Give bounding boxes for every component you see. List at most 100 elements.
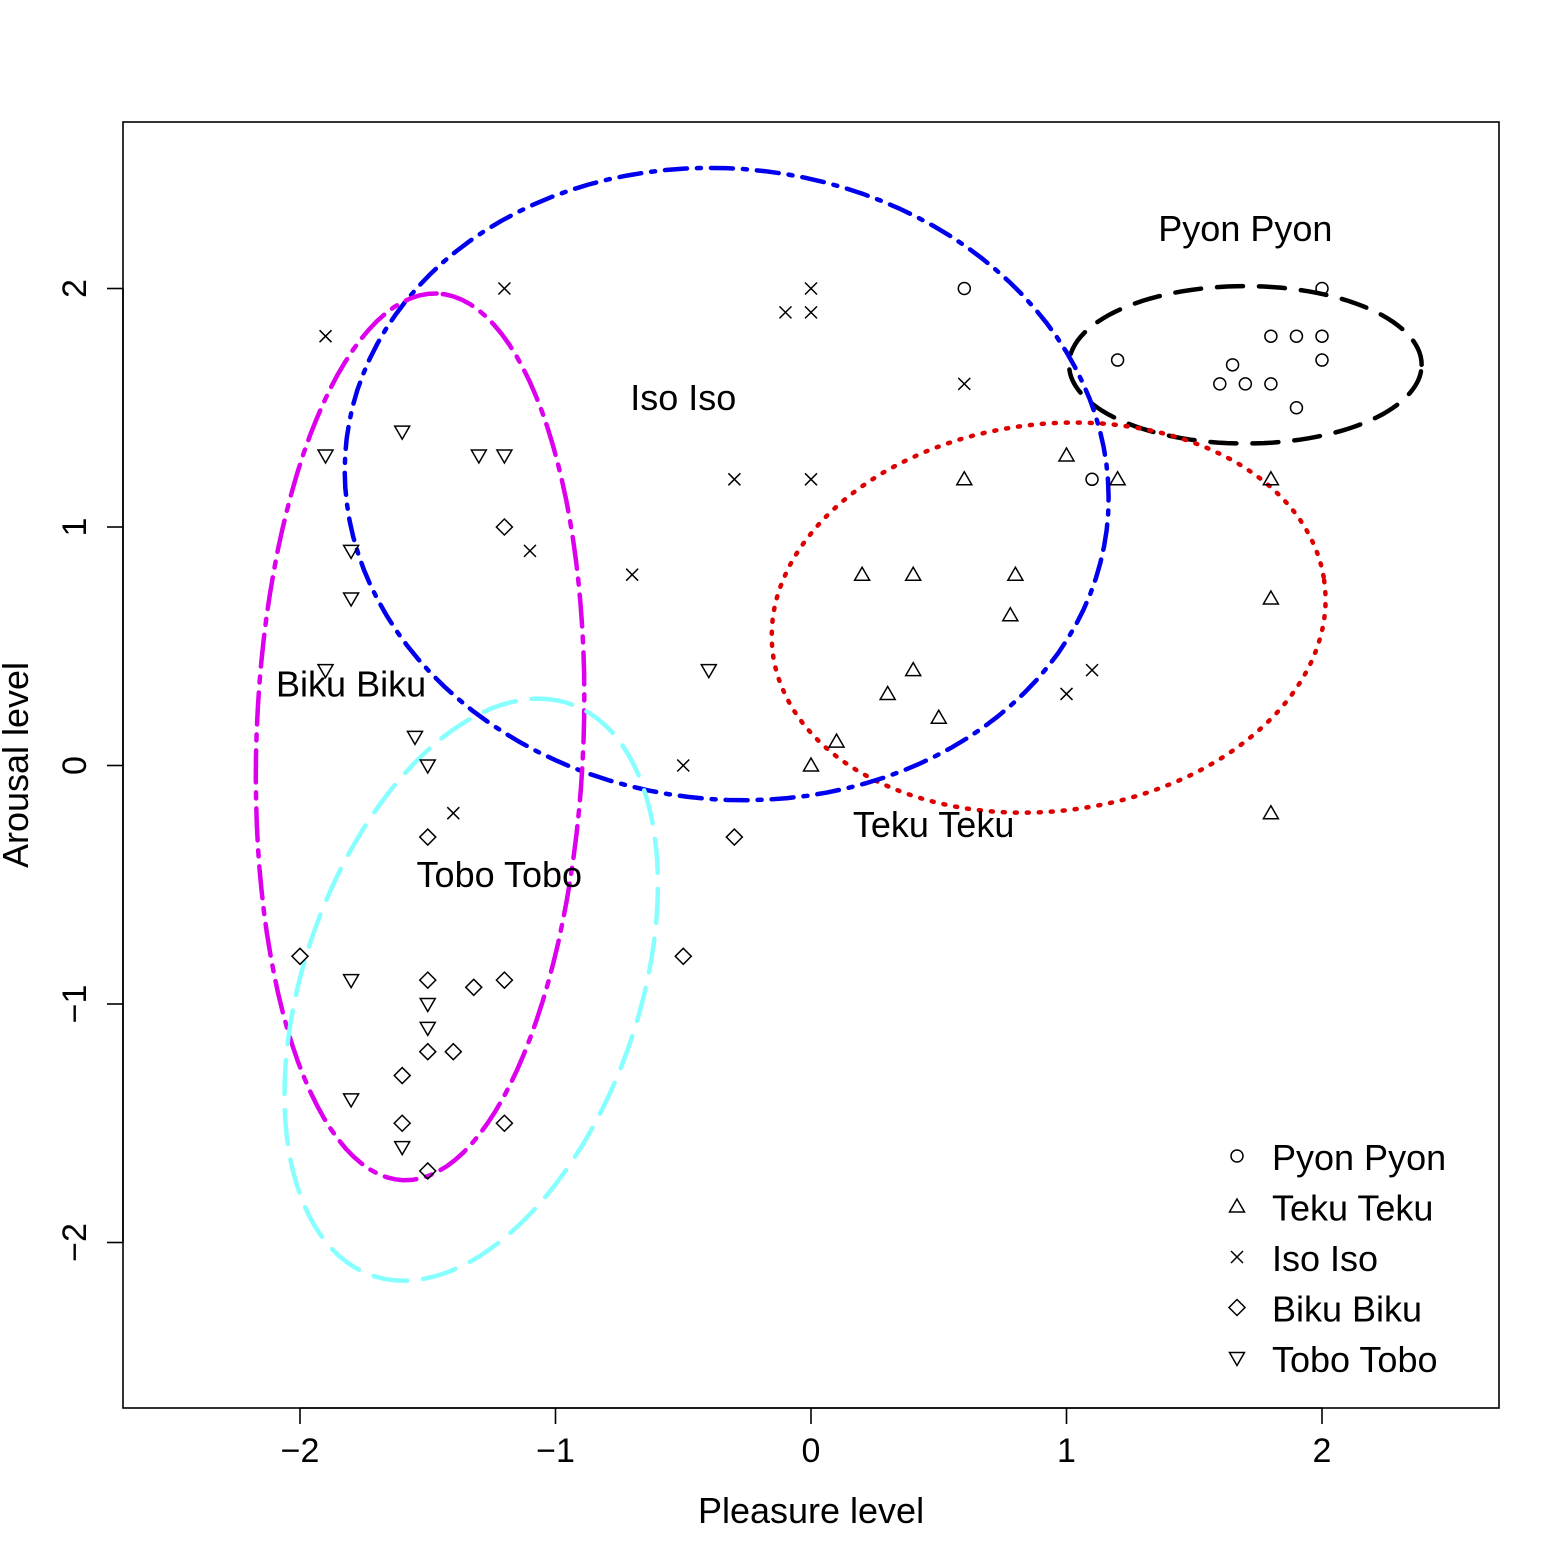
point-pyon-pyon	[1225, 358, 1240, 372]
annotation-pyon-pyon: Pyon Pyon	[1158, 208, 1332, 249]
point-teku-teku	[904, 661, 922, 677]
point-teku-teku	[1108, 470, 1127, 486]
ellipse-teku-teku	[769, 420, 1328, 815]
point-teku-teku	[878, 684, 897, 701]
ellipse-pyon-pyon	[1066, 283, 1424, 446]
point-tobo-tobo	[406, 730, 424, 746]
x-tick-label: 1	[1057, 1432, 1076, 1470]
point-teku-teku	[1262, 804, 1280, 820]
legend-label: Teku Teku	[1272, 1188, 1433, 1229]
point-biku-biku	[725, 827, 744, 847]
ellipse-tobo-tobo	[282, 696, 661, 1283]
point-pyon-pyon	[1289, 329, 1304, 343]
point-tobo-tobo	[393, 425, 411, 441]
legend-label: Biku Biku	[1272, 1289, 1422, 1330]
point-biku-biku	[418, 827, 437, 847]
point-iso-iso	[778, 305, 792, 319]
point-pyon-pyon	[1213, 377, 1227, 391]
point-tobo-tobo	[316, 449, 335, 465]
point-teku-teku	[955, 470, 974, 486]
point-tobo-tobo	[700, 663, 718, 680]
y-tick-label: −1	[56, 985, 94, 1024]
point-biku-biku	[464, 978, 483, 997]
point-iso-iso	[676, 758, 690, 773]
ellipse-layer	[253, 165, 1424, 1283]
point-iso-iso	[446, 806, 460, 820]
series-pyon-pyon	[957, 281, 1329, 487]
point-tobo-tobo	[470, 449, 488, 465]
legend-label: Pyon Pyon	[1272, 1137, 1446, 1178]
x-tick-label: −2	[281, 1432, 320, 1470]
point-teku-teku	[1057, 446, 1076, 462]
point-teku-teku	[802, 756, 820, 772]
point-tobo-tobo	[342, 973, 360, 990]
point-pyon-pyon	[1110, 353, 1125, 367]
point-teku-teku	[1262, 470, 1280, 486]
point-pyon-pyon	[1289, 401, 1304, 415]
y-tick-label: 0	[56, 756, 94, 775]
point-iso-iso	[1085, 663, 1099, 677]
point-tobo-tobo	[342, 592, 360, 608]
point-teku-teku	[1006, 565, 1025, 581]
annotation-layer: Pyon Pyon Iso Iso Biku Biku Tobo Tobo Teku T…	[276, 208, 1332, 895]
point-biku-biku	[290, 947, 310, 966]
point-teku-teku	[1001, 606, 1020, 622]
legend-item-pyon-pyon: Pyon Pyon	[1230, 1137, 1446, 1178]
point-biku-biku	[418, 1042, 437, 1061]
point-biku-biku	[418, 971, 437, 990]
legend-marker-iso-iso	[1230, 1250, 1244, 1264]
point-pyon-pyon	[1264, 377, 1278, 391]
ellipse-biku-biku	[253, 291, 587, 1183]
point-biku-biku	[418, 1161, 437, 1181]
x-tick-label: 2	[1313, 1432, 1332, 1470]
annotation-teku-teku: Teku Teku	[853, 804, 1014, 845]
point-tobo-tobo	[418, 997, 437, 1014]
point-tobo-tobo	[495, 449, 514, 465]
y-axis-title: Arousal level	[0, 662, 36, 868]
legend-marker-tobo-tobo	[1228, 1351, 1246, 1368]
point-teku-teku	[929, 708, 948, 725]
point-pyon-pyon	[1315, 329, 1329, 343]
point-biku-biku	[674, 947, 693, 966]
annotation-biku-biku: Biku Biku	[276, 663, 426, 704]
point-iso-iso	[727, 472, 741, 486]
point-tobo-tobo	[316, 663, 335, 680]
point-pyon-pyon	[1085, 472, 1099, 487]
x-axis-title: Pleasure level	[698, 1490, 924, 1531]
y-tick-label: −2	[56, 1223, 94, 1262]
point-iso-iso	[804, 472, 818, 486]
legend-item-biku-biku: Biku Biku	[1227, 1289, 1422, 1330]
point-tobo-tobo	[418, 1021, 437, 1037]
series-iso-iso	[319, 281, 1099, 820]
legend-label: Iso Iso	[1272, 1238, 1378, 1279]
point-teku-teku	[1262, 589, 1280, 605]
point-pyon-pyon	[1264, 329, 1278, 343]
legend-label: Tobo Tobo	[1272, 1339, 1437, 1380]
point-biku-biku	[495, 1114, 514, 1133]
point-layer	[290, 281, 1329, 1181]
point-iso-iso	[319, 329, 333, 343]
point-iso-iso	[957, 377, 971, 391]
point-biku-biku	[393, 1066, 412, 1085]
annotation-iso-iso: Iso Iso	[630, 377, 736, 418]
point-biku-biku	[495, 517, 514, 537]
point-iso-iso	[523, 544, 537, 558]
point-teku-teku	[853, 565, 871, 581]
series-biku-biku	[290, 517, 744, 1181]
point-iso-iso	[497, 281, 511, 296]
series-tobo-tobo	[316, 425, 718, 1157]
y-tick-label: 1	[56, 518, 94, 537]
point-pyon-pyon	[1238, 377, 1253, 391]
point-iso-iso	[804, 305, 818, 319]
axis-layer: −2 −1 0 1 2 −2 −1 0 1 2	[56, 279, 1331, 1470]
point-pyon-pyon	[1315, 353, 1329, 367]
point-teku-teku	[827, 732, 846, 748]
point-pyon-pyon	[957, 281, 972, 296]
point-pyon-pyon	[1315, 281, 1329, 296]
point-iso-iso	[804, 281, 818, 296]
legend-marker-biku-biku	[1227, 1298, 1247, 1317]
x-tick-label: 0	[802, 1432, 821, 1470]
series-teku-teku	[802, 446, 1280, 820]
point-biku-biku	[444, 1042, 463, 1061]
legend: Pyon Pyon Teku Teku Iso Iso Biku Biku Tobo T…	[1227, 1137, 1446, 1380]
